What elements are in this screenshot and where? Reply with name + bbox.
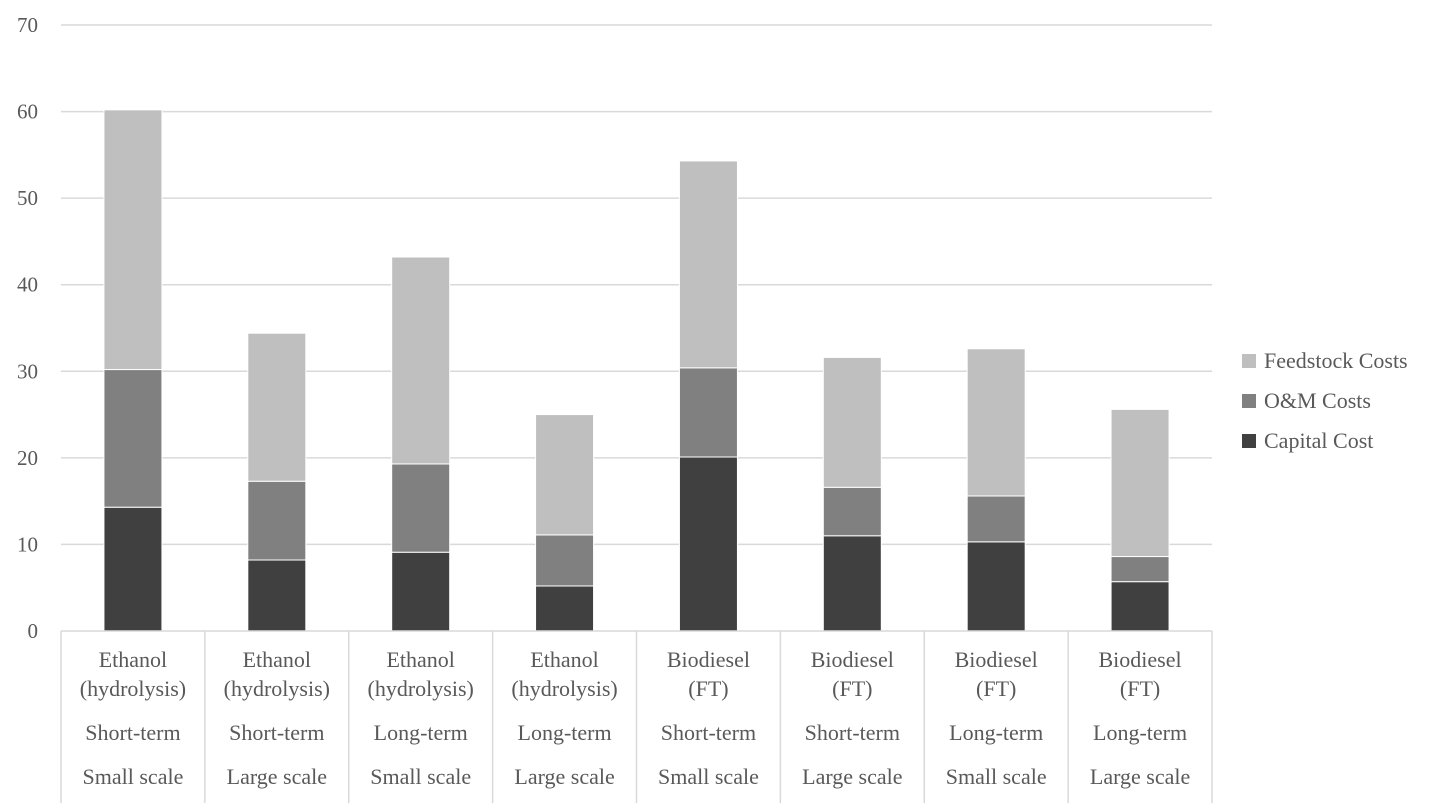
bar-segment [678, 367, 738, 458]
x-tick-label: Long-term [374, 720, 468, 745]
x-tick-label: Biodiesel [1099, 647, 1182, 672]
y-tick-label: 70 [17, 13, 38, 37]
bar-segment [1110, 408, 1170, 558]
bar-segment [535, 585, 595, 632]
bar-segment [391, 256, 451, 465]
legend-label: O&M Costs [1264, 388, 1371, 413]
bars [103, 109, 1170, 632]
x-tick-label: Long-term [1093, 720, 1187, 745]
bar-segment [535, 414, 595, 536]
x-tick-label: Short-term [85, 720, 180, 745]
bar-segment [822, 356, 882, 488]
x-tick-label: (FT) [976, 676, 1016, 701]
y-tick-label: 20 [17, 446, 38, 470]
bar-segment [247, 559, 307, 632]
x-tick-label: Long-term [949, 720, 1043, 745]
bar-segment [103, 506, 163, 632]
bar-segment [1110, 581, 1170, 632]
x-tick-label: Short-term [661, 720, 756, 745]
x-tick-label: Short-term [805, 720, 900, 745]
bar-segment [678, 456, 738, 632]
bar-segment [103, 109, 163, 371]
legend-label: Feedstock Costs [1264, 348, 1408, 373]
bar-segment [1110, 556, 1170, 583]
x-tick-label: Ethanol [530, 647, 598, 672]
bar-segment [966, 495, 1026, 543]
legend-swatch [1242, 354, 1256, 368]
x-tick-label: (hydrolysis) [368, 676, 474, 701]
x-tick-label: Large scale [227, 764, 327, 789]
x-tick-label: Ethanol [386, 647, 454, 672]
x-tick-label: (hydrolysis) [224, 676, 330, 701]
legend: Feedstock Costs O&M Costs Capital Cost [1242, 348, 1408, 453]
x-tick-label: (hydrolysis) [511, 676, 617, 701]
x-tick-label: Ethanol [243, 647, 311, 672]
bar-segment [966, 348, 1026, 497]
x-tick-label: (hydrolysis) [80, 676, 186, 701]
bar-segment [247, 332, 307, 482]
y-tick-label: 40 [17, 273, 38, 297]
x-tick-label: (FT) [1120, 676, 1160, 701]
x-tick-label: Small scale [946, 764, 1047, 789]
y-tick-label: 0 [28, 619, 39, 643]
y-axis: 0 10 20 30 40 50 60 70 [17, 13, 38, 643]
legend-label: Capital Cost [1264, 428, 1373, 453]
x-tick-label: Long-term [518, 720, 612, 745]
bar-segment [247, 480, 307, 561]
bar-segment [822, 486, 882, 537]
legend-swatch [1242, 394, 1256, 408]
bar-segment [678, 160, 738, 369]
bar-segment [822, 535, 882, 632]
bar-segment [535, 534, 595, 587]
x-tick-label: Biodiesel [955, 647, 1038, 672]
x-tick-label: Small scale [370, 764, 471, 789]
bar-segment [391, 463, 451, 553]
bar-segment [103, 369, 163, 508]
x-tick-label: Large scale [514, 764, 614, 789]
x-tick-label: Large scale [1090, 764, 1190, 789]
y-tick-label: 50 [17, 186, 38, 210]
y-tick-label: 10 [17, 532, 38, 556]
x-tick-label: (FT) [688, 676, 728, 701]
gridlines [61, 24, 1212, 546]
x-tick-label: Ethanol [99, 647, 167, 672]
y-tick-label: 60 [17, 100, 38, 124]
x-tick-label: Biodiesel [667, 647, 750, 672]
bar-segment [391, 551, 451, 632]
bar-segment [966, 541, 1026, 632]
legend-swatch [1242, 434, 1256, 448]
x-tick-label: Small scale [83, 764, 184, 789]
x-tick-label: Small scale [658, 764, 759, 789]
x-tick-label: Biodiesel [811, 647, 894, 672]
x-tick-label: Large scale [802, 764, 902, 789]
x-tick-label: (FT) [832, 676, 872, 701]
x-tick-label: Short-term [229, 720, 324, 745]
x-axis: Ethanol (hydrolysis) Short-term Small scale… [60, 630, 1213, 803]
y-tick-label: 30 [17, 359, 38, 383]
